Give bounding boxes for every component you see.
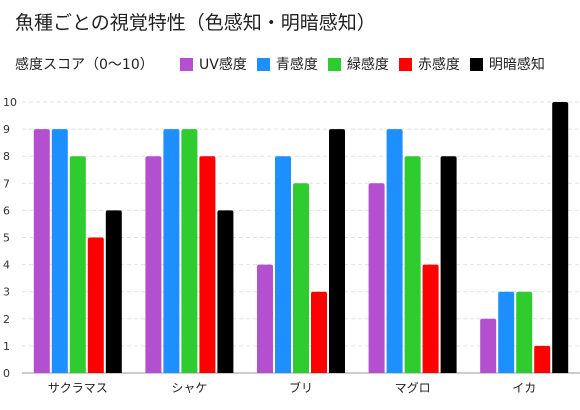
bar bbox=[480, 318, 497, 373]
bar bbox=[329, 129, 345, 373]
y-tick-label: 2 bbox=[3, 313, 10, 326]
x-tick-label: マグロ bbox=[395, 381, 431, 395]
bar bbox=[217, 210, 234, 373]
y-axis-label: 感度スコア（0〜10） bbox=[15, 57, 154, 73]
bar bbox=[257, 264, 273, 373]
legend-label: UV感度 bbox=[199, 57, 247, 73]
y-tick-label: 6 bbox=[3, 204, 10, 217]
bar bbox=[534, 345, 551, 373]
bar bbox=[311, 291, 327, 373]
legend-swatch bbox=[469, 57, 483, 71]
bar bbox=[498, 291, 515, 373]
bar bbox=[386, 129, 403, 373]
bar bbox=[422, 264, 439, 373]
bar bbox=[404, 156, 421, 373]
legend-swatch bbox=[180, 57, 193, 71]
y-tick-label: 7 bbox=[3, 177, 10, 190]
legend-label: 赤感度 bbox=[417, 57, 460, 73]
bar bbox=[293, 183, 309, 373]
bar bbox=[552, 102, 569, 373]
x-tick-label: サクラマス bbox=[48, 381, 108, 395]
bar bbox=[440, 156, 457, 373]
legend-swatch bbox=[398, 57, 412, 71]
legend-item: 赤感度 bbox=[398, 54, 460, 74]
legend-label: 緑感度 bbox=[346, 57, 389, 73]
y-tick-label: 3 bbox=[3, 286, 10, 299]
y-tick-label: 4 bbox=[3, 259, 10, 272]
legend-swatch bbox=[256, 57, 270, 71]
bar bbox=[51, 129, 68, 373]
bar bbox=[33, 129, 50, 373]
bar bbox=[199, 156, 216, 373]
legend-item: 明暗感知 bbox=[469, 54, 545, 74]
legend-label: 青感度 bbox=[275, 57, 318, 73]
bar bbox=[105, 210, 122, 373]
bar bbox=[516, 291, 533, 373]
y-tick-label: 0 bbox=[3, 367, 10, 380]
legend-item: 緑感度 bbox=[327, 54, 389, 74]
legend-item: 青感度 bbox=[256, 54, 318, 74]
chart-title: 魚種ごとの視覚特性（色感知・明暗感知） bbox=[15, 12, 376, 34]
legend-item: UV感度 bbox=[180, 54, 247, 74]
bar bbox=[368, 183, 385, 373]
y-tick-label: 1 bbox=[3, 340, 10, 353]
y-tick-label: 5 bbox=[3, 232, 10, 245]
legend-label: 明暗感知 bbox=[488, 57, 545, 73]
x-tick-label: イカ bbox=[512, 381, 536, 395]
x-tick-label: シャケ bbox=[171, 381, 207, 395]
y-tick-label: 10 bbox=[3, 96, 17, 109]
bar bbox=[145, 156, 162, 373]
y-tick-label: 8 bbox=[3, 150, 10, 163]
bar bbox=[163, 129, 180, 373]
bar bbox=[87, 237, 104, 373]
x-tick-label: ブリ bbox=[289, 380, 313, 395]
legend-swatch bbox=[327, 57, 341, 71]
bar bbox=[275, 156, 291, 373]
legend: UV感度 青感度 緑感度 赤感度 明暗感知 bbox=[180, 54, 545, 74]
bar bbox=[69, 156, 86, 373]
y-tick-label: 9 bbox=[3, 123, 10, 136]
bar bbox=[181, 129, 198, 373]
